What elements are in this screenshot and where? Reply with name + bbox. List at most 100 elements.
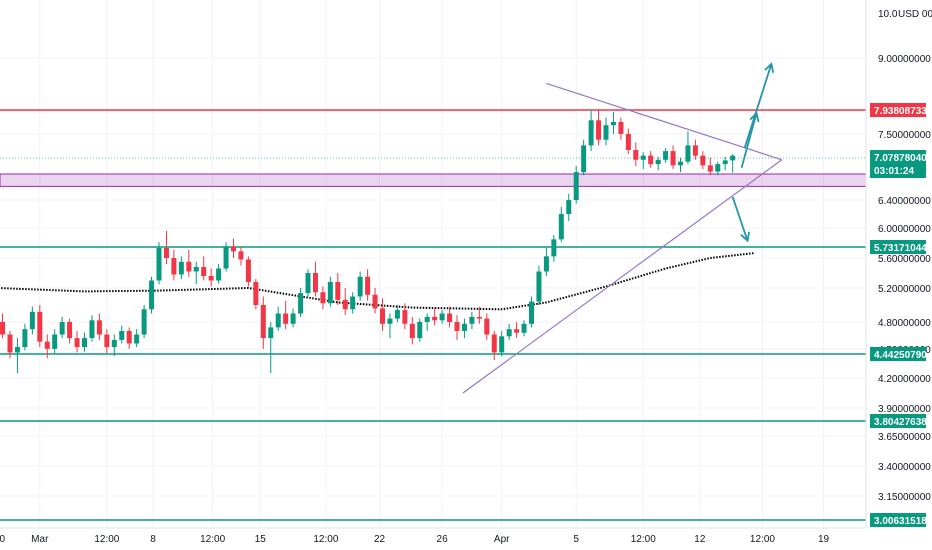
candle-body xyxy=(290,313,296,324)
candle-body xyxy=(156,248,162,281)
projection-arrows xyxy=(731,62,774,243)
candle xyxy=(529,296,534,328)
y-tick-label: 5.60000000 xyxy=(878,254,931,265)
candle-body xyxy=(491,334,497,353)
candle xyxy=(357,271,363,301)
candle-body xyxy=(59,322,65,335)
candle-body xyxy=(566,200,572,214)
triangle-lower-line xyxy=(462,159,783,394)
x-tick-label: 12:00 xyxy=(750,534,775,545)
candle-body xyxy=(260,305,266,339)
candle xyxy=(283,300,289,330)
candle-body xyxy=(126,330,132,344)
candles[interactable] xyxy=(0,109,736,374)
candle xyxy=(29,306,35,335)
candle xyxy=(119,325,125,344)
candle-body xyxy=(394,310,400,319)
candle-body xyxy=(67,322,73,339)
candle-body xyxy=(476,316,482,319)
candle-body xyxy=(312,273,318,293)
candle xyxy=(141,305,147,339)
candle-body xyxy=(193,267,199,272)
moving-average-line xyxy=(0,252,756,311)
candle-body xyxy=(29,311,35,330)
price-tag-label: 7.93808733 xyxy=(874,106,927,117)
candle xyxy=(312,261,318,297)
candle xyxy=(536,265,542,305)
candle xyxy=(581,139,587,176)
candle xyxy=(700,151,706,170)
candle xyxy=(394,305,400,322)
candle xyxy=(543,248,549,276)
candle xyxy=(67,318,73,344)
candle xyxy=(514,322,520,339)
price-tags: 7.93808733 5.73171044 4.44250790 3.80427638… xyxy=(870,103,927,527)
candle xyxy=(588,109,594,152)
countdown-timer: 03:01:24 xyxy=(874,166,914,177)
candle xyxy=(447,306,453,328)
candle xyxy=(178,256,184,279)
candle xyxy=(469,311,475,330)
y-tick-label: 4.80000000 xyxy=(878,318,931,329)
candle xyxy=(82,332,87,352)
candle xyxy=(439,310,445,324)
candle xyxy=(655,156,661,171)
candle-body xyxy=(551,239,557,257)
candle xyxy=(231,238,236,258)
price-tag-box xyxy=(870,414,926,428)
candle xyxy=(365,269,371,301)
price-tag-label: 5.73171044 xyxy=(874,243,927,254)
candle-body xyxy=(618,121,624,134)
candle-body xyxy=(730,155,736,161)
candle xyxy=(484,313,490,340)
candle xyxy=(648,151,654,168)
y-tick-label: 3.65000000 xyxy=(878,432,931,443)
candle xyxy=(171,249,177,281)
candle-body xyxy=(529,301,534,324)
candle-body xyxy=(603,125,609,140)
candle xyxy=(596,109,602,146)
candle-body xyxy=(283,313,289,324)
y-tick-label: 4.20000000 xyxy=(878,374,931,385)
arrow-shaft xyxy=(731,196,749,242)
candle xyxy=(268,322,274,374)
candle-body xyxy=(573,172,579,200)
candle-body xyxy=(499,336,505,353)
candle-body xyxy=(461,323,467,331)
candle-body xyxy=(134,334,140,344)
price-lines xyxy=(0,109,866,521)
candle xyxy=(610,112,616,134)
candle xyxy=(305,269,311,297)
candle-body xyxy=(409,323,415,339)
x-tick-label: Mar xyxy=(31,534,49,545)
candle xyxy=(476,306,482,324)
candle-body xyxy=(223,246,229,269)
candle-body xyxy=(640,155,646,160)
price-tag-box xyxy=(870,513,926,527)
candle-body xyxy=(670,151,676,166)
x-tick-label: 5 xyxy=(573,534,579,545)
support-zone xyxy=(0,173,867,187)
candle-body xyxy=(581,145,587,173)
time-axis[interactable]: :00 Mar 12:00 8 12:00 15 12:00 22 26 Apr 5 12:00 12 1… xyxy=(0,534,830,545)
candle-body xyxy=(82,338,87,348)
candle-body xyxy=(454,322,460,331)
candle xyxy=(186,249,192,277)
candle xyxy=(551,235,557,262)
candle-body xyxy=(521,323,527,333)
x-tick-label: 22 xyxy=(374,534,386,545)
candle-body xyxy=(320,292,326,304)
candle xyxy=(327,276,333,307)
triangle-upper-line xyxy=(546,82,783,161)
candle-body xyxy=(305,273,311,294)
candle-body xyxy=(298,293,304,314)
candle-body xyxy=(268,327,274,339)
candle-body xyxy=(178,261,184,275)
candle-body xyxy=(707,165,713,172)
candle-body xyxy=(439,313,445,321)
candle xyxy=(424,313,430,331)
candle-body xyxy=(231,246,236,252)
candle-body xyxy=(163,248,169,258)
